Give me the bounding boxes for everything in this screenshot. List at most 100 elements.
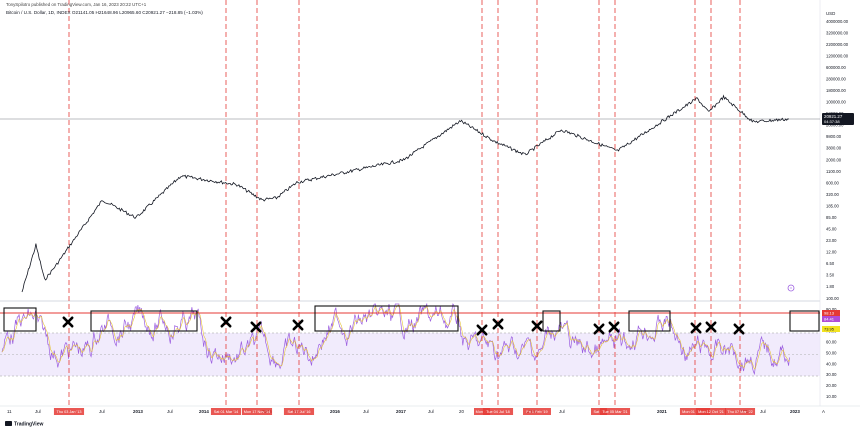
- price-axis-tick: 23.00: [826, 238, 837, 243]
- tradingview-logo: TradingView: [5, 421, 43, 428]
- cycle-date-tag: Mon 17 Nov '14: [244, 410, 270, 414]
- time-axis-tick: 11: [7, 409, 12, 414]
- x-marks: [62, 316, 745, 336]
- price-axis-tick: 600000.00: [826, 65, 846, 70]
- alert-icon[interactable]: [787, 284, 795, 292]
- cycle-lines: [68, 0, 741, 406]
- time-axis-tick: 2013: [133, 409, 143, 414]
- alert-icon-glyph: ≈: [790, 286, 793, 291]
- cycle-date-tag: Sat 01: [594, 410, 605, 414]
- time-axis-tick: 2016: [330, 409, 340, 414]
- currency-label: USD: [826, 11, 835, 16]
- rsi-axis-tick: 30.00: [826, 372, 837, 377]
- price-axis-tick: 3200000.00: [826, 31, 849, 36]
- x-mark: [705, 321, 717, 333]
- price-axis-tick: 12.00: [826, 249, 837, 254]
- rsi-line: [1, 302, 790, 376]
- price-axis-tick: 1200000.00: [826, 54, 849, 59]
- price-axis-tick: 1100.00: [826, 169, 841, 174]
- tradingview-logo-icon: [5, 421, 12, 426]
- cycle-date-tag-bg: [724, 408, 756, 415]
- rsi-tag-yellow-bg: [822, 326, 840, 332]
- price-axis-tick: 2200000.00: [826, 42, 849, 47]
- time-axis-tick: 20: [459, 409, 464, 414]
- rsi-box: [90, 310, 198, 332]
- price-axis-tick: 45.00: [826, 226, 837, 231]
- x-mark: [476, 324, 488, 336]
- rsi-signal-line: [1, 304, 790, 370]
- price-axis-tick: 3800.00: [826, 146, 842, 151]
- rsi-value-tags: 98.13 84.41 73.95: [822, 310, 840, 332]
- price-axis-tick: 9800.00: [826, 134, 842, 139]
- rsi-axis-tick: 50.00: [826, 350, 837, 355]
- cycle-date-tag-bg: [283, 408, 315, 415]
- rsi-box: [314, 305, 459, 332]
- rsi-box: [3, 307, 37, 332]
- x-mark: [62, 316, 74, 328]
- cycle-date-tag-bg: [210, 408, 242, 415]
- rsi-tag-mid: 84.41: [824, 317, 835, 322]
- cycle-date-tag: Sat 17 Jul '16: [288, 410, 311, 414]
- price-axis-tick: 600.00: [826, 180, 839, 185]
- x-mark: [608, 321, 620, 333]
- time-axis-tick: 2023: [790, 409, 800, 414]
- x-mark: [531, 320, 543, 332]
- time-axis-tick: 2017: [396, 409, 406, 414]
- price-axis-tick: 185.00: [826, 203, 839, 208]
- last-price-bg: [822, 113, 854, 125]
- price-axis-tick: 3.50: [826, 272, 835, 277]
- x-mark: [733, 323, 745, 335]
- cycle-date-tag-bg: [695, 408, 727, 415]
- cycle-date-tag: Thu 03 Jan '13: [56, 410, 81, 414]
- cycle-date-tag: Mon 22: [476, 410, 489, 414]
- time-axis-tick: Jul: [428, 409, 434, 414]
- x-mark: [220, 316, 232, 328]
- rsi-box: [542, 310, 561, 332]
- price-axis-tick: 320.00: [826, 192, 839, 197]
- price-axis-tick: 100000.00: [826, 100, 846, 105]
- time-axis-tick: Jul: [559, 409, 565, 414]
- rsi-axis-tick: 90.00: [826, 307, 837, 312]
- price-axis-tick: 280000.00: [826, 77, 846, 82]
- cycle-date-tag-bg: [591, 408, 607, 415]
- x-mark: [593, 323, 605, 335]
- cycle-date-tag-bg: [241, 408, 273, 415]
- cycle-date-tag: Tue 04 Jul '18: [486, 410, 510, 414]
- cycle-date-tag-bg: [679, 408, 711, 415]
- time-axis-tick: Jul: [363, 409, 369, 414]
- rsi-axis-tick: 20.00: [826, 383, 837, 388]
- cycle-date-tag: Fri 1 Feb '19: [526, 410, 547, 414]
- rsi-highlight-boxes: [3, 305, 820, 332]
- x-mark: [492, 318, 504, 330]
- cycle-date-tag-bg: [523, 408, 551, 415]
- rsi-box: [789, 310, 820, 332]
- rsi-box: [628, 310, 671, 332]
- x-mark: [250, 321, 262, 333]
- rsi-axis-tick: 100.00: [826, 296, 839, 301]
- price-axis-tick: 1.80: [826, 284, 835, 289]
- price-axis-tick: 2000.00: [826, 157, 842, 162]
- cycle-date-tag-bg: [482, 408, 514, 415]
- price-line: [21, 94, 789, 293]
- time-axis-tick: Jul: [99, 409, 105, 414]
- cycle-date-tag: Tue 05 Mar '21: [602, 410, 627, 414]
- rsi-tag-top-bg: [822, 310, 840, 316]
- cycle-date-tag-bg: [53, 408, 85, 415]
- price-axis-tick: 4000000.00: [826, 19, 849, 24]
- time-axis-tick: A: [822, 409, 825, 414]
- cycle-date-tag: Mon 01 Oct '21: [682, 410, 708, 414]
- time-axis-tick: 2021: [657, 409, 667, 414]
- x-mark: [292, 319, 304, 331]
- last-price-tag: 20921.27 04:37:38: [822, 113, 854, 125]
- rsi-tag-top: 98.13: [824, 311, 835, 316]
- cycle-date-tag: Sat 01 Mar '14: [214, 410, 239, 414]
- cycle-date-tag: Thu 07 Mar '22: [727, 410, 752, 414]
- rsi-axis-tick: 10.00: [826, 394, 837, 399]
- cycle-date-tag-bg: [599, 408, 631, 415]
- rsi-axis-tick: 60.00: [826, 340, 837, 345]
- author-line: TonySpilotro published on TradingView.co…: [6, 2, 147, 7]
- time-axis-tick: Jul: [167, 409, 173, 414]
- price-axis-tick: 6.50: [826, 261, 835, 266]
- price-axis-tick: 180000.00: [826, 88, 846, 93]
